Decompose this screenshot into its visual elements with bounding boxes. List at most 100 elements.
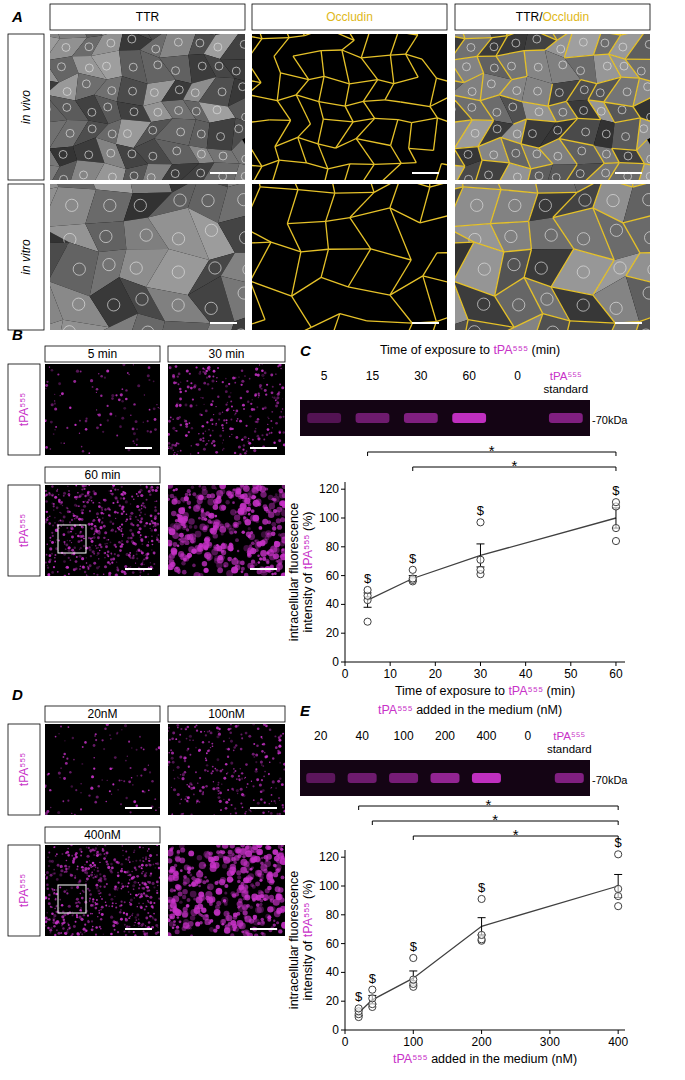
vesicle (148, 541, 149, 542)
vesicle (146, 499, 148, 501)
junction (603, 184, 633, 187)
vesicle (89, 564, 92, 567)
vesicle (90, 538, 92, 540)
scale-bar (210, 322, 237, 324)
vesicle (103, 525, 106, 528)
micrograph-content (168, 485, 285, 576)
vesicle (247, 563, 253, 569)
vesicle (187, 489, 191, 493)
vesicle (139, 536, 141, 538)
vesicle (73, 513, 74, 514)
junction (342, 50, 361, 58)
cell (563, 321, 616, 330)
vesicle (202, 561, 207, 566)
vesicle (64, 543, 65, 544)
vesicle (78, 496, 80, 498)
vesicle (190, 387, 193, 390)
vesicle (139, 514, 141, 516)
vesicle (52, 535, 54, 537)
nucleus (172, 299, 184, 311)
vesicle (83, 566, 84, 567)
vesicle (208, 513, 214, 519)
vesicle (45, 388, 47, 390)
vesicle (76, 370, 79, 373)
vesicle (203, 525, 208, 530)
vesicle (129, 515, 131, 517)
vesicle (71, 549, 74, 552)
vesicle (51, 553, 53, 555)
nucleus (623, 88, 631, 96)
nucleus (602, 130, 610, 138)
vesicle (87, 566, 89, 568)
junction (275, 120, 291, 146)
junction (633, 78, 639, 106)
vesicle (60, 442, 62, 444)
vesicle (60, 395, 61, 396)
vesicle (170, 446, 173, 449)
cell (117, 76, 148, 106)
nucleus (62, 43, 70, 51)
vesicle (96, 512, 99, 515)
vesicle (48, 573, 51, 576)
vesicle (140, 485, 142, 486)
vesicle (53, 503, 55, 505)
vesicle (98, 414, 101, 417)
junction (298, 124, 311, 137)
vesicle (82, 565, 85, 568)
junction (480, 73, 483, 101)
vesicle (58, 501, 60, 503)
figure: ATTROccludinTTR/Occludinin vivoin vitroB… (0, 0, 685, 1080)
cell (522, 76, 553, 106)
vesicle (98, 518, 101, 521)
vesicle (81, 518, 84, 521)
vesicle (54, 522, 56, 524)
vesicle (52, 495, 53, 496)
vesicle (275, 405, 278, 408)
junction (637, 118, 641, 151)
nucleus (490, 43, 498, 51)
vesicle (143, 570, 145, 572)
junction (574, 249, 614, 260)
nucleus (152, 45, 160, 53)
junction (455, 187, 463, 227)
junction (526, 314, 543, 330)
nucleus (104, 199, 116, 211)
vesicle (216, 423, 218, 425)
vesicle (78, 518, 81, 521)
junction (342, 50, 349, 84)
vesicle (130, 558, 131, 559)
vesicle (104, 377, 106, 379)
junction (496, 36, 508, 56)
junction (305, 34, 326, 36)
junction (460, 320, 468, 330)
junction (318, 119, 323, 144)
vesicle (49, 547, 52, 550)
vesicle (257, 435, 260, 438)
nucleus (539, 199, 551, 211)
vesicle (45, 521, 47, 524)
junction (401, 162, 416, 164)
junction (274, 56, 281, 73)
vesicle (154, 529, 157, 532)
junction (326, 221, 329, 249)
junction (612, 148, 637, 150)
junction (609, 54, 622, 77)
micrograph-content (50, 184, 245, 330)
nucleus (464, 150, 472, 158)
label: Occludin (326, 10, 373, 24)
vesicle (132, 524, 134, 526)
vesicle (191, 445, 192, 446)
junction (326, 34, 354, 40)
vesicle (170, 417, 172, 419)
vesicle (239, 420, 242, 423)
nucleus (242, 113, 245, 121)
vesicle (104, 543, 106, 545)
vesicle (275, 422, 278, 425)
nucleus (214, 43, 222, 51)
vesicle (179, 416, 181, 418)
nucleus (147, 174, 155, 180)
vesicle (176, 403, 179, 406)
vesicle (104, 508, 106, 510)
vesicle (69, 406, 71, 408)
vesicle (131, 540, 134, 543)
